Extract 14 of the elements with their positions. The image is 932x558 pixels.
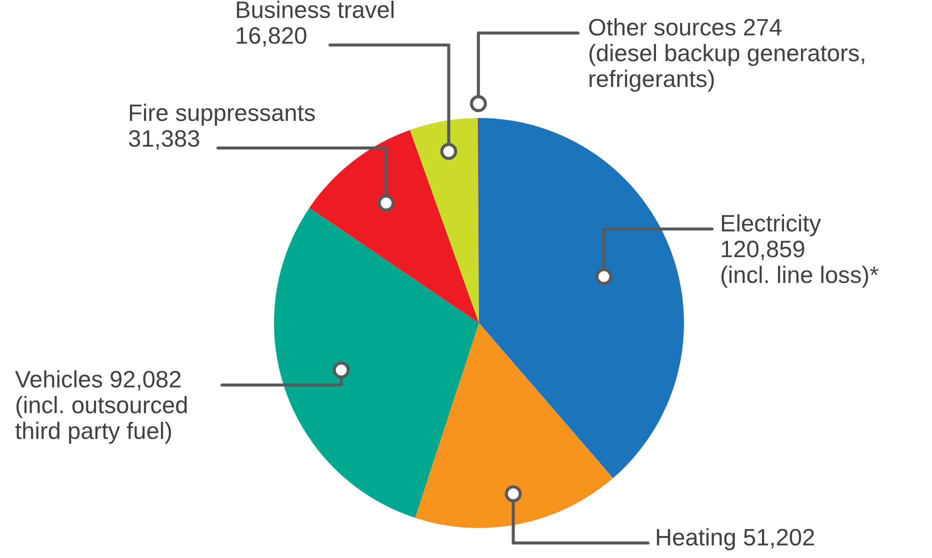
- pie-slice: [274, 208, 479, 518]
- pie-slice: [410, 118, 479, 323]
- pie-slice: [415, 323, 614, 528]
- slice-label: Heating 51,202: [656, 528, 814, 550]
- slice-label: Fire suppressants: [130, 104, 315, 126]
- data-label: 120,859 (incl. line loss)*: [721, 240, 878, 288]
- data-label: 16,820: [236, 27, 306, 47]
- pie-slice: [479, 118, 684, 478]
- slice-label: Other sources 274 (diesel backup generators, refrigerants): [589, 18, 864, 92]
- slice-label: Business travel: [236, 0, 394, 18]
- slice-label: Vehicles 92,082 (incl. outsourced third party fuel): [15, 370, 187, 444]
- pie-slice: [309, 130, 479, 323]
- slice-label: Electricity: [722, 214, 821, 236]
- data-label: 31,383: [128, 130, 200, 150]
